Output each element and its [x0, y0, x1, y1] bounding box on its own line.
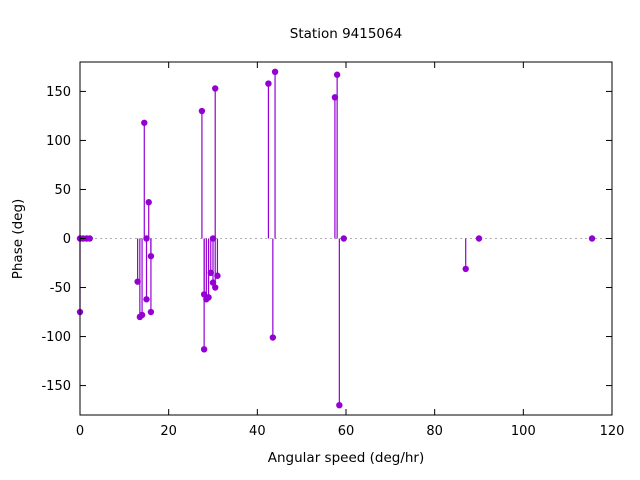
data-point — [462, 265, 469, 273]
data-point — [134, 278, 141, 285]
x-tick-label: 20 — [160, 424, 177, 439]
x-tick-label: 120 — [600, 424, 625, 439]
x-tick-label: 80 — [426, 424, 443, 439]
plot-area: 0 20 40 60 80 100 120 -150 -100 -50 0 50 100 150 — [41, 61, 625, 439]
data-point — [141, 119, 148, 126]
x-tick-label: 40 — [249, 424, 266, 439]
data-point — [265, 80, 272, 87]
data-point — [86, 235, 93, 242]
data-point — [209, 279, 217, 286]
data-point — [143, 235, 150, 242]
data-point — [147, 252, 155, 260]
y-tick-label: 0 — [63, 232, 71, 247]
data-point — [271, 68, 279, 76]
x-tick-label: 60 — [338, 424, 355, 439]
data-point — [269, 334, 277, 341]
data-point — [340, 235, 347, 242]
data-point — [212, 85, 219, 92]
data-point — [588, 235, 596, 242]
y-tick-label: 50 — [54, 183, 71, 198]
y-tick-label: 150 — [46, 85, 71, 100]
data-point — [205, 294, 212, 301]
data-point — [138, 311, 146, 319]
y-tick-label: 100 — [46, 134, 71, 149]
data-point — [331, 94, 339, 101]
data-point — [333, 71, 341, 78]
x-tick-label: 0 — [76, 424, 84, 439]
data-point — [209, 235, 217, 242]
data-point — [147, 308, 155, 316]
y-tick-label: -150 — [41, 379, 71, 394]
y-tick-label: -100 — [41, 330, 71, 345]
data-point — [143, 296, 150, 303]
data-point — [200, 346, 208, 353]
data-point — [212, 284, 219, 291]
data-point — [475, 235, 483, 242]
x-tick-label: 100 — [511, 424, 536, 439]
data-point — [214, 272, 221, 279]
data-point — [145, 199, 152, 206]
x-axis-label: Angular speed (deg/hr) — [268, 450, 425, 466]
data-point — [207, 269, 214, 277]
y-axis-label: Phase (deg) — [10, 199, 26, 280]
data-point — [198, 107, 206, 115]
chart-title: Station 9415064 — [290, 26, 402, 42]
data-point — [336, 401, 343, 409]
y-tick-label: -50 — [50, 281, 71, 296]
